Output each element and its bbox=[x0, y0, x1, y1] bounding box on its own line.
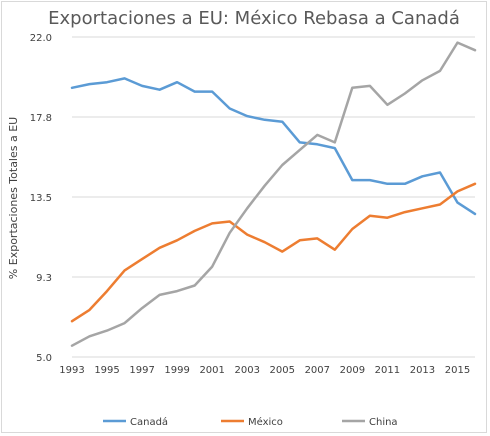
legend-label: Canadá bbox=[130, 416, 168, 428]
legend-label: China bbox=[369, 417, 398, 428]
y-tick-label: 17.8 bbox=[30, 113, 52, 124]
y-axis-ticks: 5.0 9.3 13.5 17.8 22.0 bbox=[30, 33, 52, 364]
x-tick-label: 2001 bbox=[199, 365, 224, 376]
x-axis-ticks: 1993 1995 1997 1999 2001 2003 2005 2007 2009 2011… bbox=[59, 365, 470, 376]
y-axis-label: % Exportaciones Totales a EU bbox=[7, 117, 20, 279]
series-lines bbox=[70, 41, 477, 347]
x-tick-label: 2003 bbox=[234, 365, 259, 376]
legend-label: México bbox=[248, 416, 283, 428]
y-tick-label: 22.0 bbox=[30, 33, 52, 44]
x-tick-label: 1993 bbox=[59, 365, 84, 376]
series-line-canad- bbox=[70, 77, 477, 216]
x-tick-label: 2013 bbox=[410, 365, 435, 376]
chart-title: Exportaciones a EU: México Rebasa a Cana… bbox=[48, 8, 460, 29]
gridlines bbox=[72, 36, 475, 358]
legend: Canadá México China bbox=[103, 416, 398, 428]
y-tick-label: 9.3 bbox=[36, 273, 52, 284]
y-tick-label: 13.5 bbox=[30, 193, 52, 204]
x-tick-label: 2005 bbox=[270, 365, 295, 376]
x-tick-label: 2015 bbox=[445, 365, 470, 376]
series-line-china bbox=[70, 41, 477, 347]
x-tick-label: 2009 bbox=[340, 365, 365, 376]
y-tick-label: 5.0 bbox=[36, 353, 52, 364]
x-tick-label: 1999 bbox=[164, 365, 189, 376]
x-tick-label: 1997 bbox=[129, 365, 154, 376]
x-tick-label: 2011 bbox=[375, 365, 400, 376]
x-tick-label: 1995 bbox=[94, 365, 119, 376]
x-tick-label: 2007 bbox=[305, 365, 330, 376]
series-line-m-xico bbox=[70, 182, 477, 323]
